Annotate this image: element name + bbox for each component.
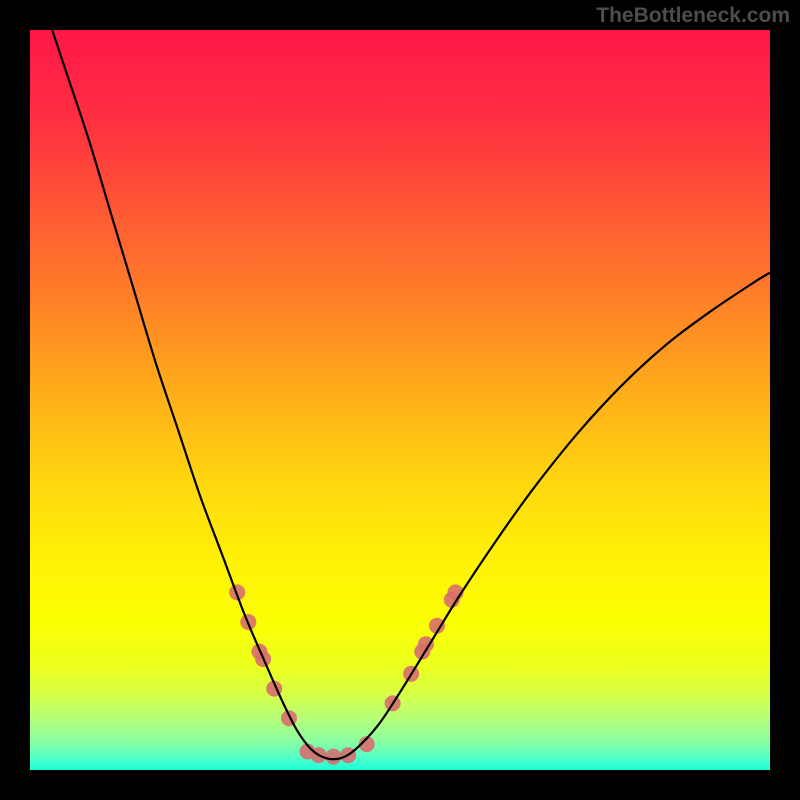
data-marker bbox=[325, 749, 341, 765]
data-marker bbox=[281, 710, 297, 726]
watermark-text: TheBottleneck.com bbox=[596, 4, 790, 28]
gradient-background bbox=[30, 30, 770, 770]
bottleneck-chart bbox=[0, 0, 800, 800]
